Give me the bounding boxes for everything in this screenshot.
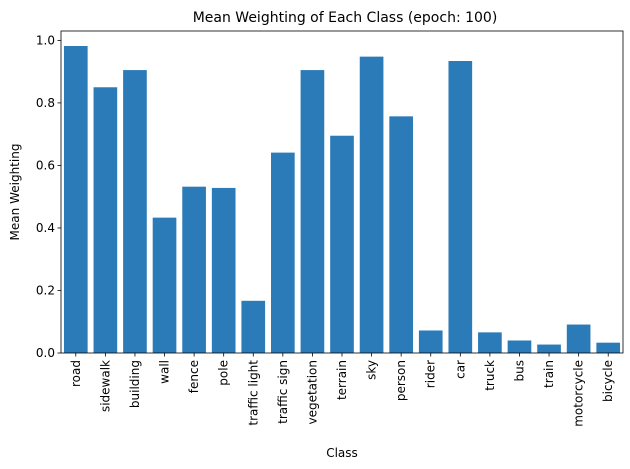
y-tick-label: 0.2 — [36, 283, 55, 297]
x-axis: road sidewalk building wall fence pole traffic… — [69, 353, 615, 427]
bar-bus — [507, 340, 532, 353]
bar-fence — [182, 186, 206, 353]
bar-terrain — [330, 135, 354, 353]
x-tick-label: motorcycle — [572, 360, 586, 427]
bar-building — [123, 70, 147, 353]
x-tick-label: sidewalk — [98, 360, 112, 412]
x-tick-label: road — [69, 360, 83, 387]
x-tick-label: fence — [187, 360, 201, 393]
bar-traffic-sign — [271, 152, 295, 353]
x-tick-label: pole — [217, 360, 231, 386]
bar-wall — [152, 217, 177, 353]
bar-road — [63, 46, 88, 353]
bar-vegetation — [300, 70, 325, 353]
x-tick-label: vegetation — [305, 360, 319, 425]
bar-traffic-light — [241, 300, 266, 353]
y-axis-label: Mean Weighting — [8, 144, 22, 241]
bar-sidewalk — [93, 87, 118, 353]
x-tick-label: sky — [365, 360, 379, 380]
x-axis-label: Class — [326, 446, 358, 460]
bar-person — [389, 116, 413, 353]
bar-rider — [418, 330, 443, 353]
y-tick-label: 0.6 — [36, 158, 55, 172]
y-axis: 0.0 0.2 0.4 0.6 0.8 1.0 — [36, 33, 61, 360]
x-tick-label: traffic sign — [276, 360, 290, 424]
bar-truck — [478, 332, 502, 353]
chart-title: Mean Weighting of Each Class (epoch: 100… — [193, 10, 498, 26]
y-tick-label: 0.8 — [36, 96, 55, 110]
y-tick-label: 0.0 — [36, 346, 55, 360]
y-tick-label: 0.4 — [36, 221, 55, 235]
x-tick-label: building — [128, 360, 142, 408]
x-tick-label: train — [542, 360, 556, 388]
bar-motorcycle — [566, 324, 591, 353]
x-tick-label: person — [394, 360, 408, 401]
x-tick-label: traffic light — [246, 360, 260, 426]
x-tick-label: wall — [158, 360, 172, 384]
x-tick-label: bus — [512, 360, 526, 381]
x-tick-label: terrain — [335, 360, 349, 400]
x-tick-label: bicycle — [601, 360, 615, 402]
bar-car — [448, 61, 473, 353]
x-tick-label: car — [453, 360, 467, 379]
bar-train — [537, 344, 561, 353]
bar-bicycle — [596, 342, 621, 353]
bar-pole — [211, 187, 236, 353]
x-tick-label: truck — [483, 360, 497, 391]
x-tick-label: rider — [424, 360, 438, 388]
bar-sky — [359, 56, 384, 354]
y-tick-label: 1.0 — [36, 33, 55, 47]
bars-group — [63, 46, 621, 354]
plot-frame — [60, 30, 624, 354]
